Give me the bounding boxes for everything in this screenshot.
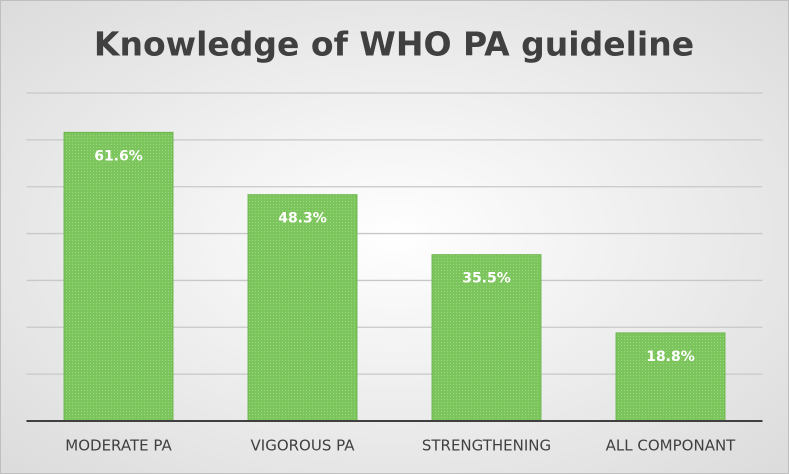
x-tick-label: MODERATE PA bbox=[65, 437, 172, 455]
value-label: 48.3% bbox=[278, 211, 327, 227]
bar bbox=[431, 254, 542, 422]
bar bbox=[247, 194, 358, 422]
bar bbox=[63, 131, 174, 422]
value-label: 35.5% bbox=[462, 271, 511, 287]
chart-title: Knowledge of WHO PA guideline bbox=[94, 25, 694, 64]
x-tick-label: STRENGTHENING bbox=[422, 437, 551, 455]
bar bbox=[615, 332, 726, 422]
x-tick-label: VIGOROUS PA bbox=[251, 437, 356, 455]
value-label: 61.6% bbox=[94, 148, 143, 164]
x-tick-label: ALL COMPONANT bbox=[606, 437, 737, 455]
value-label: 18.8% bbox=[646, 349, 695, 365]
